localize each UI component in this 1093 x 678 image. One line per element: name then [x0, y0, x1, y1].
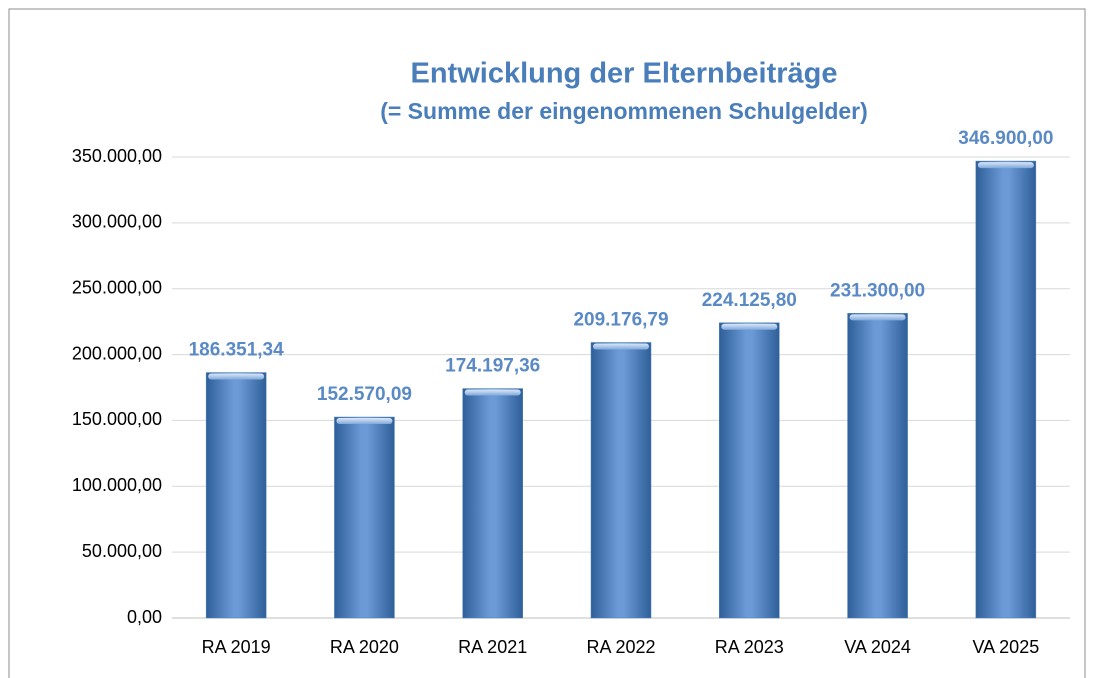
- bar: [847, 313, 908, 619]
- bar-cap: [464, 389, 521, 396]
- chart-title: Entwicklung der Elternbeiträge: [410, 58, 837, 90]
- bar: [205, 372, 267, 619]
- x-tick-label: VA 2024: [844, 637, 911, 657]
- bar: [462, 388, 523, 619]
- bar-cap: [721, 323, 778, 330]
- chart-subtitle: (= Summe der eingenommenen Schulgelder): [380, 98, 868, 124]
- x-tick-label: RA 2019: [202, 637, 271, 657]
- bar: [975, 160, 1037, 619]
- y-tick-label: 0,00: [127, 607, 162, 627]
- y-tick-label: 200.000,00: [72, 343, 162, 363]
- value-label: 152.570,09: [317, 384, 412, 405]
- bar-cap: [593, 343, 649, 350]
- bar: [719, 322, 780, 619]
- bar-cap: [208, 373, 265, 380]
- y-tick-label: 50.000,00: [82, 541, 162, 561]
- x-tick-label: VA 2025: [972, 637, 1039, 657]
- x-tick-label: RA 2023: [715, 637, 784, 657]
- x-tick-label: RA 2020: [330, 637, 399, 657]
- value-label: 231.300,00: [830, 280, 925, 301]
- value-label: 224.125,80: [702, 290, 797, 311]
- value-label: 209.176,79: [573, 309, 668, 330]
- bar-cap: [336, 418, 393, 425]
- value-label: 174.197,36: [445, 356, 540, 377]
- bar-cap: [977, 162, 1034, 169]
- bar: [334, 416, 395, 619]
- value-label: 346.900,00: [958, 128, 1053, 149]
- bar: [590, 342, 652, 619]
- y-tick-label: 250.000,00: [72, 277, 162, 297]
- y-tick-label: 150.000,00: [72, 409, 162, 429]
- bar-cap: [849, 314, 906, 321]
- value-label: 186.351,34: [189, 340, 285, 361]
- y-tick-label: 350.000,00: [72, 146, 162, 166]
- y-tick-label: 300.000,00: [72, 212, 162, 232]
- x-tick-label: RA 2022: [586, 637, 655, 657]
- x-tick-label: RA 2021: [458, 637, 527, 657]
- y-tick-label: 100.000,00: [72, 475, 162, 495]
